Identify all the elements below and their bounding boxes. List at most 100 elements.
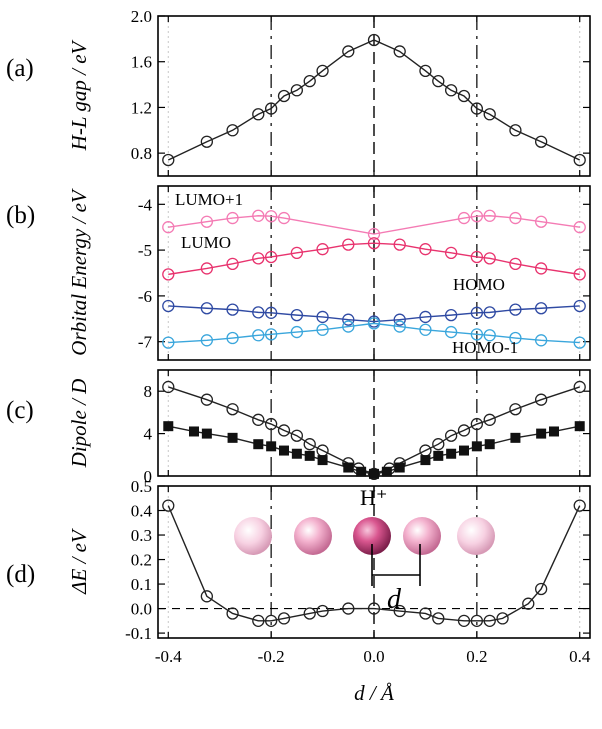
data-point	[200, 135, 214, 148]
data-point	[446, 448, 457, 459]
data-point	[264, 614, 278, 627]
data-point	[266, 441, 277, 452]
data-point	[573, 499, 586, 512]
data-point	[367, 33, 381, 47]
data-point	[534, 334, 548, 347]
y-axis-label: Orbital Energy / eV	[67, 188, 91, 356]
data-point	[459, 445, 469, 456]
data-point	[432, 438, 445, 451]
data-point	[162, 299, 175, 313]
data-point	[444, 308, 458, 322]
x-tick-label: -0.2	[258, 647, 285, 666]
data-point	[367, 317, 381, 330]
data-point	[200, 262, 214, 275]
panel-label-a: (a)	[6, 55, 34, 82]
data-point	[509, 403, 522, 416]
data-point	[162, 153, 175, 167]
data-point	[509, 124, 522, 137]
data-point	[290, 325, 304, 339]
data-point	[573, 268, 586, 281]
series-line	[167, 505, 581, 622]
data-point	[264, 417, 278, 431]
data-point	[303, 438, 316, 451]
data-point	[200, 215, 214, 228]
data-point	[316, 243, 329, 256]
d-label: d	[387, 584, 402, 615]
data-point	[419, 243, 432, 256]
data-point	[162, 380, 175, 394]
data-point	[226, 303, 239, 316]
data-point	[252, 306, 265, 319]
data-point	[457, 424, 471, 437]
data-point	[367, 227, 381, 241]
data-point	[509, 211, 522, 225]
data-point	[252, 329, 265, 342]
data-point	[264, 250, 278, 264]
data-point	[162, 221, 175, 234]
sphere-4	[403, 517, 441, 555]
x-tick-label: 0.2	[466, 647, 487, 666]
data-point	[369, 468, 379, 479]
data-point	[484, 439, 495, 450]
data-point	[277, 612, 291, 625]
data-point	[163, 421, 174, 432]
y-tick-label: 0	[144, 467, 153, 486]
y-tick-label: 0.3	[131, 526, 152, 545]
data-point	[419, 607, 432, 620]
y-tick-label: -7	[138, 333, 153, 352]
y-tick-label: 0.8	[131, 144, 152, 163]
y-tick-label: 8	[144, 382, 153, 401]
data-point	[573, 153, 586, 167]
data-point	[200, 590, 214, 603]
panel-a: 0.8 1.2 1.6 2.0 H-L gap / eV	[67, 7, 591, 177]
data-point	[277, 211, 291, 225]
data-point	[316, 310, 329, 324]
y-tick-label: 2.0	[131, 7, 152, 26]
data-point	[393, 238, 406, 251]
data-point	[509, 331, 522, 345]
panel-d: -0.1 0.0 0.1 0.2 0.3 0.4 0.5 -0.4 -0.2 0.0 0.2 0.4 Δ…	[67, 477, 591, 705]
data-point	[457, 211, 471, 225]
data-point	[367, 237, 381, 250]
data-point	[534, 215, 548, 228]
y-axis-label: Dipole / D	[67, 379, 91, 469]
data-point	[226, 403, 239, 416]
data-point	[483, 413, 496, 426]
data-point	[304, 450, 315, 461]
data-point	[317, 455, 328, 466]
y-tick-label: 4	[144, 425, 153, 444]
data-point	[277, 89, 291, 103]
data-point	[457, 89, 471, 103]
data-point	[573, 380, 586, 394]
data-point	[534, 582, 548, 596]
x-tick-label: 0.4	[569, 647, 591, 666]
data-point	[303, 74, 316, 88]
y-tick-label: 0.4	[131, 502, 153, 521]
data-point	[252, 108, 265, 121]
data-point	[356, 466, 367, 477]
y-tick-label: -6	[138, 287, 152, 306]
data-point	[343, 462, 354, 473]
data-point	[316, 64, 329, 78]
data-point	[200, 393, 214, 406]
data-point	[291, 448, 302, 459]
data-point	[367, 467, 381, 481]
y-tick-label: 0.1	[131, 575, 152, 594]
data-point	[470, 328, 484, 341]
data-point	[342, 238, 355, 251]
y-tick-label: 1.6	[131, 53, 152, 72]
data-point	[444, 246, 458, 260]
sphere-3	[353, 517, 391, 555]
data-point	[316, 323, 329, 336]
data-point	[253, 439, 264, 450]
sphere-5	[457, 517, 495, 555]
y-tick-label: -0.1	[125, 624, 152, 643]
data-point	[393, 313, 406, 326]
y-tick-label: 1.2	[131, 98, 152, 117]
data-point	[573, 299, 586, 313]
data-point	[470, 102, 484, 115]
data-point	[470, 250, 484, 264]
data-point	[393, 45, 406, 58]
data-point	[471, 441, 482, 452]
proton-label: H⁺	[360, 485, 388, 510]
